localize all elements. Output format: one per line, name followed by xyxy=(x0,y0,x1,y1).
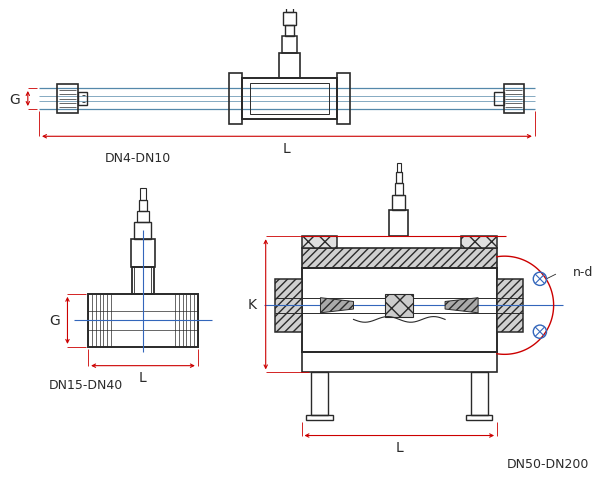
Bar xyxy=(389,210,408,237)
Text: L: L xyxy=(395,440,403,454)
Text: K: K xyxy=(247,298,256,312)
Bar xyxy=(78,93,87,106)
Bar xyxy=(242,79,337,120)
Bar xyxy=(279,54,299,79)
Bar xyxy=(250,84,329,114)
Bar xyxy=(137,211,149,223)
Bar xyxy=(392,195,406,210)
Text: G: G xyxy=(10,92,20,106)
Bar xyxy=(88,294,198,347)
Bar xyxy=(302,248,497,269)
Bar xyxy=(395,184,403,195)
Bar xyxy=(275,279,302,332)
Bar xyxy=(140,189,146,200)
Bar xyxy=(497,279,523,332)
Text: DN50-DN200: DN50-DN200 xyxy=(506,457,589,470)
Bar xyxy=(337,74,350,125)
Bar xyxy=(57,85,78,113)
Text: L: L xyxy=(283,141,291,155)
Polygon shape xyxy=(320,298,353,313)
Bar xyxy=(494,93,503,106)
Bar xyxy=(139,200,147,211)
Bar xyxy=(466,415,492,420)
Bar xyxy=(286,1,293,12)
Bar xyxy=(302,237,337,248)
Text: n-d: n-d xyxy=(573,265,593,278)
Bar xyxy=(503,85,524,113)
Bar xyxy=(396,173,401,184)
Bar xyxy=(311,372,328,415)
Bar xyxy=(134,223,151,240)
Text: G: G xyxy=(49,314,60,328)
Bar xyxy=(397,163,401,173)
Bar xyxy=(131,240,155,268)
Bar xyxy=(302,269,497,352)
Bar xyxy=(385,294,413,317)
Bar xyxy=(131,268,154,294)
Polygon shape xyxy=(445,298,478,313)
Text: DN15-DN40: DN15-DN40 xyxy=(49,378,123,391)
Bar xyxy=(306,415,333,420)
Bar xyxy=(461,237,497,248)
Bar xyxy=(283,12,296,26)
Text: DN4-DN10: DN4-DN10 xyxy=(105,151,172,164)
Bar xyxy=(302,352,497,372)
Bar xyxy=(470,372,488,415)
Text: L: L xyxy=(139,370,147,384)
Bar xyxy=(282,37,297,54)
Bar xyxy=(229,74,242,125)
Bar xyxy=(284,26,294,37)
